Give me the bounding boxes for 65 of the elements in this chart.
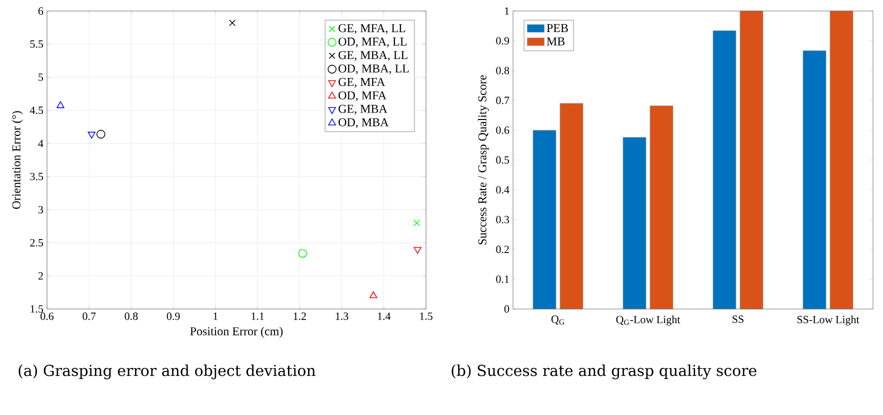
x-tick-label: 1.1 <box>252 312 264 320</box>
x-axis-title: Position Error (cm) <box>190 326 283 338</box>
x-tick-label: SS-Low Light <box>797 316 860 326</box>
bar <box>622 137 646 310</box>
x-tick-label: 1.3 <box>336 312 348 320</box>
y-tick-label: 0.2 <box>496 246 509 254</box>
point <box>298 248 308 258</box>
y-tick-label: 3 <box>38 206 44 214</box>
text: (b) Success rate and grasp quality score <box>452 364 756 380</box>
y-tick-label: 1 <box>504 7 509 15</box>
legend-label: OD, MBA, LL <box>338 64 409 74</box>
x-tick-label: 0.9 <box>166 312 180 320</box>
bar <box>802 50 826 310</box>
bar <box>560 103 584 310</box>
point <box>96 130 106 139</box>
legend-label: OD, MFA <box>338 91 386 102</box>
y-tick-label: 5 <box>38 74 44 81</box>
y-tick-label: 0.3 <box>496 216 510 224</box>
x-tick-label: 1 <box>214 312 218 320</box>
x-tick-label: Q$_{G}$-Low Light <box>616 316 680 326</box>
text: (a) Grasping error and object deviation <box>18 364 316 380</box>
y-tick-label: 0.1 <box>496 275 509 283</box>
y-tick-label: 0.8 <box>496 66 510 74</box>
bar <box>830 10 854 310</box>
y-tick-label: 4.5 <box>30 106 44 114</box>
y-tick-label: 0.4 <box>496 186 510 194</box>
legend-label: GE, MBA, LL <box>338 51 408 61</box>
point <box>229 20 236 26</box>
y-tick-label: 0.6 <box>496 126 510 134</box>
point <box>414 247 422 254</box>
x-tick-label: 1.2 <box>294 312 306 320</box>
bar <box>712 30 736 310</box>
point <box>88 132 96 139</box>
legend-label: GE, MFA, LL <box>338 24 406 34</box>
x-tick-label: SS <box>732 316 744 323</box>
point <box>414 220 420 226</box>
legend-label: OD, MBA <box>338 118 389 128</box>
bar <box>532 130 556 310</box>
y-tick-label: 5.5 <box>30 40 44 48</box>
y-tick-label: 0.5 <box>496 156 510 164</box>
legend-label: GE, MFA <box>338 78 386 88</box>
legend-label: OD, MFA, LL <box>338 38 406 48</box>
y-axis-title: Orientation Error (°) <box>12 111 23 209</box>
x-tick-label: 1.4 <box>378 312 391 320</box>
y-tick-label: 1.5 <box>30 305 44 313</box>
y-tick-label: 0.9 <box>496 37 510 45</box>
x-tick-label: 0.7 <box>82 312 96 320</box>
bar <box>740 10 764 310</box>
point <box>369 291 378 298</box>
point <box>56 101 64 108</box>
x-tick-label: 1.5 <box>420 312 432 320</box>
y-tick-label: 2 <box>38 272 43 280</box>
legend-label: GE, MBA <box>338 104 388 115</box>
y-tick-label: 0 <box>504 305 510 313</box>
y-tick-label: 3.5 <box>30 172 44 180</box>
y-tick-label: 6 <box>38 7 44 15</box>
x-tick-label: 0.8 <box>124 312 138 320</box>
legend-label: PEB <box>546 24 568 32</box>
bar <box>650 106 674 310</box>
x-tick-label: Q$_{G}$ <box>551 316 564 325</box>
y-tick-label: 2.5 <box>30 239 44 246</box>
y-axis-title: Success Rate / Grasp Quality Score <box>478 75 489 244</box>
y-tick-label: 4 <box>38 140 44 148</box>
legend-label: MB <box>546 37 565 46</box>
y-tick-label: 0.7 <box>496 96 510 104</box>
